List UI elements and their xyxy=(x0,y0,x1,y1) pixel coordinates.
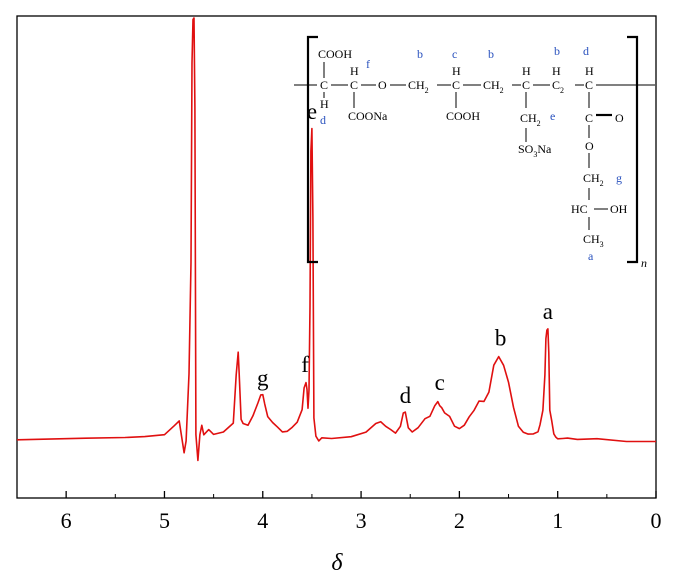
peak-label-a: a xyxy=(543,299,553,324)
peak-label-e: e xyxy=(307,99,317,124)
plot-frame xyxy=(16,15,657,499)
frag1-c: C xyxy=(320,78,328,92)
ch2-2-label: b xyxy=(488,47,494,61)
frag1-h: H xyxy=(320,97,329,111)
frag4-c: C xyxy=(522,78,530,92)
frag3-c: C xyxy=(452,78,460,92)
frag2-h: H xyxy=(350,64,359,78)
frag4-so3na: SO3Na xyxy=(518,142,552,159)
ch2-3-label: b xyxy=(554,44,560,58)
frag5-ch2: CH2 xyxy=(583,171,604,188)
x-axis-ticks: 6 5 4 3 2 1 0 xyxy=(16,491,662,533)
chemical-structure: n COOH C H d H f C COONa O b CH2 c H C xyxy=(294,35,655,270)
x-tick-label: 0 xyxy=(651,508,662,533)
right-bracket xyxy=(627,35,639,264)
frag5-ch3: CH3 xyxy=(583,232,604,249)
frag5-c2: C xyxy=(585,111,593,125)
ch2-1-label: b xyxy=(417,47,423,61)
frag5-hc: HC xyxy=(571,202,588,216)
peak-label-c: c xyxy=(435,370,445,395)
frag5-label-a: a xyxy=(588,249,594,263)
frag2-label-f: f xyxy=(366,57,370,71)
frag4-h: H xyxy=(522,64,531,78)
ether-o: O xyxy=(378,78,387,92)
frag3-h: H xyxy=(452,64,461,78)
x-tick-label: 6 xyxy=(61,508,72,533)
frag1-cooh: COOH xyxy=(318,47,352,61)
frag2-coona: COONa xyxy=(348,109,388,123)
peak-label-d: d xyxy=(400,383,412,408)
frag4-label-e: e xyxy=(550,109,555,123)
peak-label-g: g xyxy=(257,365,269,390)
frag5-c: C xyxy=(585,78,593,92)
spectrum-series xyxy=(17,17,656,462)
ch2-3: C2 xyxy=(552,78,564,95)
x-tick-label: 2 xyxy=(454,508,465,533)
frag5-o-double: O xyxy=(615,111,624,125)
ch2-1: CH2 xyxy=(408,78,429,95)
frag2-c: C xyxy=(350,78,358,92)
frag5-o-ester: O xyxy=(585,139,594,153)
frag5-oh: OH xyxy=(610,202,628,216)
ch2-2: CH2 xyxy=(483,78,504,95)
frag3-label-c: c xyxy=(452,47,457,61)
x-axis-title: δ xyxy=(331,550,343,576)
spectrum-line xyxy=(17,17,656,462)
frag5-label-g: g xyxy=(616,171,622,185)
x-tick-label: 5 xyxy=(159,508,170,533)
ch2-3-h: H xyxy=(552,64,561,78)
x-tick-label: 3 xyxy=(356,508,367,533)
frag1-label-d: d xyxy=(320,113,326,127)
left-bracket xyxy=(306,35,318,264)
frag3-cooh: COOH xyxy=(446,109,480,123)
frag5-h: H xyxy=(585,64,594,78)
x-tick-label: 1 xyxy=(552,508,563,533)
x-tick-label: 4 xyxy=(257,508,268,533)
frag5-label-d: d xyxy=(583,44,589,58)
frag4-ch2: CH2 xyxy=(520,111,541,128)
peak-label-b: b xyxy=(495,325,507,350)
repeat-n: n xyxy=(641,256,647,270)
peak-label-f: f xyxy=(301,352,309,377)
